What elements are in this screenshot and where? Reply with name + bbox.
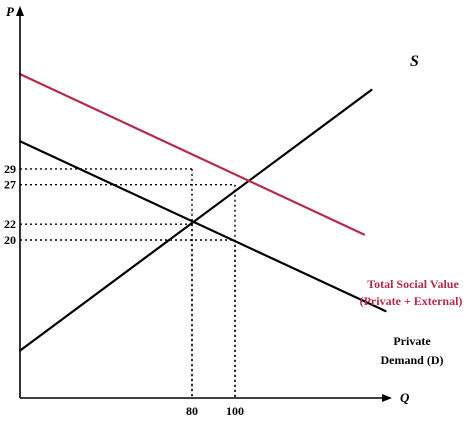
y-tick-label: 22 — [4, 217, 16, 231]
axes — [16, 6, 392, 402]
curves — [18, 72, 387, 352]
y-tick-label: 27 — [4, 178, 16, 192]
y-tick-label: 29 — [4, 162, 16, 176]
x-axis-arrow — [382, 394, 392, 402]
supply-label: S — [410, 53, 419, 70]
total-social-value-line — [18, 72, 366, 236]
y-axis-label: P — [6, 4, 15, 19]
private-demand-label-line1: Private — [393, 334, 431, 348]
social-value-label-line2: (Private + External) — [360, 294, 463, 308]
x-tick-label: 100 — [226, 404, 244, 418]
x-tick-label: 80 — [186, 404, 198, 418]
dashed-guides — [20, 168, 236, 398]
y-axis-arrow — [16, 6, 24, 16]
x-axis-label: Q — [400, 390, 410, 405]
y-tick-label: 20 — [4, 233, 16, 247]
private-demand-line — [18, 140, 387, 313]
social-value-label-line1: Total Social Value — [367, 277, 459, 291]
tick-labels: 20 22 27 29 80 100 — [4, 162, 244, 418]
supply-line — [18, 88, 373, 352]
private-demand-label-line2: Demand (D) — [381, 353, 444, 367]
